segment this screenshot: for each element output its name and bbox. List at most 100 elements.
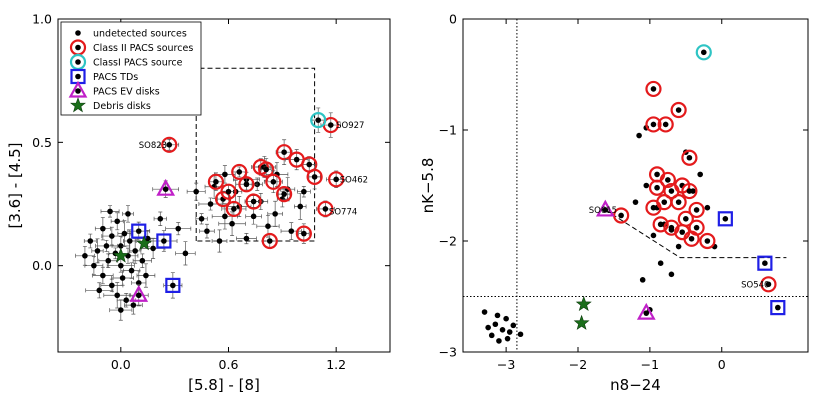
class2-point	[207, 172, 225, 192]
class2-point	[220, 183, 237, 200]
undetected-dot	[91, 262, 97, 269]
undetected-dot	[288, 228, 295, 234]
class2-dot	[693, 224, 700, 231]
undetected-point	[668, 271, 675, 278]
undetected-dot	[636, 132, 642, 139]
undetected-point	[643, 182, 650, 189]
x-axis-label: n8−24	[610, 376, 661, 394]
undetected-dot	[503, 315, 509, 322]
class2-point	[326, 170, 347, 189]
ev-dot	[162, 186, 169, 192]
class2-ring	[645, 199, 662, 216]
undetected-point	[100, 278, 124, 293]
class2-point	[231, 163, 248, 181]
source-label: SO823	[139, 141, 167, 151]
ev-triangle	[636, 302, 656, 320]
class2-dot	[686, 154, 693, 161]
class2-dot	[765, 281, 772, 288]
undetected-dot	[109, 282, 115, 289]
undetected-point	[481, 309, 488, 315]
undetected-dot	[107, 208, 113, 215]
undetected-dot	[216, 238, 223, 244]
td-dot	[170, 282, 176, 289]
undetected-dot	[109, 233, 115, 239]
class2-ring	[258, 161, 275, 178]
undetected-dot	[632, 199, 639, 205]
class2-point	[645, 116, 662, 133]
undetected-dot	[301, 188, 307, 195]
undetected-point	[110, 212, 124, 231]
class2-ring	[657, 116, 674, 133]
undetected-point	[111, 236, 130, 256]
undetected-dot	[272, 211, 278, 217]
td-point	[770, 300, 786, 316]
undetected-dot	[87, 238, 94, 244]
undetected-dot	[668, 271, 675, 278]
debris-star	[573, 314, 590, 330]
legend-label: Debris disks	[93, 101, 151, 112]
undetected-dot	[82, 253, 88, 259]
class2-point	[235, 176, 258, 193]
class2-dot	[333, 176, 339, 183]
undetected-dot	[175, 225, 182, 232]
td-dot	[135, 228, 142, 234]
class2-ring	[295, 225, 312, 242]
undetected-dot	[121, 230, 128, 237]
class2-dot	[266, 238, 273, 244]
class2-point	[258, 158, 275, 181]
undetected-dot	[265, 223, 271, 229]
x-tick-label: 0.0	[111, 357, 131, 372]
debris-star	[575, 295, 592, 312]
class2-ring	[220, 183, 237, 200]
undetected-dot	[119, 275, 126, 281]
undetected-point	[198, 197, 223, 211]
undetected-point	[129, 238, 142, 264]
undetected-point	[218, 211, 246, 236]
ev-point	[595, 199, 615, 217]
legend-label: ClassI PACS source	[93, 58, 183, 69]
undetected-point	[280, 222, 302, 241]
x-tick-label: −1	[641, 357, 659, 372]
class2-dot	[75, 44, 81, 51]
undetected-dot	[118, 262, 124, 269]
legend-label: undetected sources	[93, 29, 187, 40]
class2-point	[663, 182, 680, 200]
class1-dot	[75, 59, 81, 65]
undetected-dot	[650, 232, 657, 239]
td-point	[127, 221, 151, 241]
class2-ring	[663, 182, 680, 200]
class2-dot	[166, 142, 173, 148]
y-axis-label: [3.6] - [4.5]	[6, 142, 24, 228]
selection-box	[195, 67, 316, 242]
undetected-dot	[485, 324, 491, 331]
undetected-dot	[128, 267, 135, 274]
class2-dot	[263, 166, 269, 173]
class1-ring	[310, 112, 327, 129]
class2-dot	[311, 174, 318, 180]
class2-ring	[245, 193, 262, 210]
undetected-point	[132, 253, 152, 268]
undetected-dot	[182, 250, 189, 257]
undetected-dot	[229, 220, 235, 227]
undetected-point	[100, 205, 120, 218]
td-dot	[161, 238, 167, 244]
class2-dot	[281, 149, 287, 155]
class2-dot	[675, 199, 682, 205]
class2-dot	[662, 121, 669, 128]
undetected-dot	[105, 257, 112, 264]
x-axis-label: [5.8] - [8]	[188, 376, 260, 394]
x-tick-label: 0.6	[219, 357, 239, 372]
class2-point	[645, 199, 662, 216]
undetected-dot	[132, 248, 138, 254]
undetected-dot	[204, 228, 210, 234]
class2-point	[648, 179, 666, 196]
left-panel: 0.0 0.6 1.2 0.0 0.5 1.0 SO823 SO927 SO462 SO774 [5…	[6, 12, 391, 394]
undetected-dot	[94, 248, 101, 254]
undetected-point	[697, 171, 703, 178]
ev-dot	[135, 292, 142, 299]
class2-ring	[265, 173, 282, 190]
undetected-point	[675, 243, 682, 250]
class2-ring	[663, 219, 680, 236]
undetected-point	[245, 208, 262, 225]
